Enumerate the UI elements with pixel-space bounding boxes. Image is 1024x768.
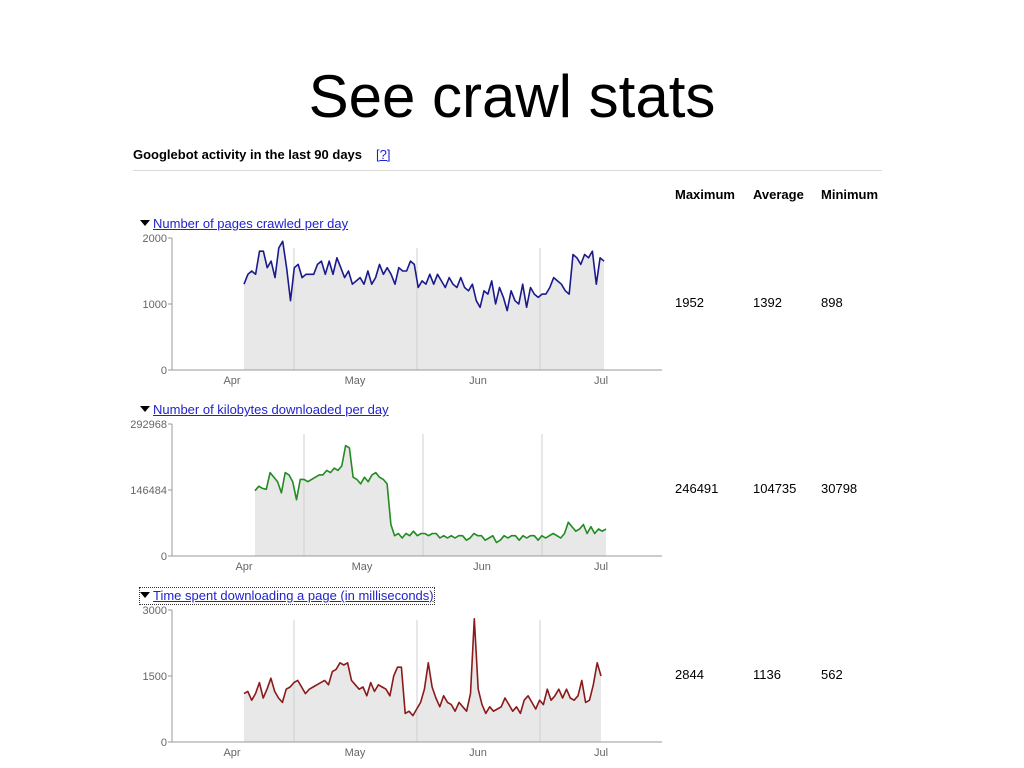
series-line: [243, 240, 605, 312]
chart-toggle-download-time[interactable]: Time spent downloading a page (in millis…: [139, 587, 435, 605]
x-tick-label: Jun: [469, 747, 487, 759]
y-tick-label: 292968: [130, 419, 167, 431]
pages-crawled-chart: 2000 1000 0 Apr May Jun Jul: [143, 233, 662, 387]
chart-toggle-pages-crawled[interactable]: Number of pages crawled per day: [140, 216, 348, 232]
stat-average: 1136: [753, 667, 781, 682]
y-tick-label: 0: [161, 365, 167, 377]
x-tick-label: Apr: [223, 747, 240, 759]
chart-label[interactable]: Number of pages crawled per day: [153, 216, 349, 231]
chart-label[interactable]: Time spent downloading a page (in millis…: [153, 588, 434, 603]
x-tick-label: Jun: [469, 375, 487, 387]
stat-minimum: 30798: [821, 481, 858, 496]
y-tick-label: 1000: [143, 299, 167, 311]
y-tick-label: 3000: [143, 605, 167, 617]
stat-minimum: 898: [821, 295, 843, 310]
series-area: [255, 445, 606, 556]
panel-title: Googlebot activity in the last 90 days: [133, 147, 363, 162]
y-tick-label: 0: [161, 737, 167, 749]
column-header-minimum: Minimum: [821, 187, 879, 202]
x-tick-label: Jun: [473, 561, 491, 573]
x-tick-label: May: [345, 375, 366, 387]
series-line: [243, 618, 602, 717]
y-tick-label: 1500: [143, 671, 167, 683]
collapse-triangle-icon[interactable]: [140, 406, 150, 412]
column-header-average: Average: [753, 187, 804, 202]
series-line: [254, 444, 607, 544]
y-tick-label: 0: [161, 551, 167, 563]
chart-label[interactable]: Number of kilobytes downloaded per day: [153, 402, 389, 417]
column-header-maximum: Maximum: [675, 187, 735, 202]
help-link[interactable]: [?]: [376, 147, 391, 162]
panel-header: Googlebot activity in the last 90 days [?…: [133, 146, 882, 171]
x-tick-label: Apr: [223, 375, 240, 387]
slide-title: See crawl stats: [308, 63, 716, 130]
kilobytes-downloaded-chart: 292968 146484 0 Apr May Jun Jul: [130, 419, 662, 573]
x-tick-label: Jul: [594, 561, 608, 573]
x-tick-label: Jul: [594, 747, 608, 759]
stat-average: 104735: [753, 481, 797, 496]
download-time-chart: 3000 1500 0 Apr May Jun Jul: [143, 605, 662, 759]
series-area: [244, 618, 601, 742]
x-tick-label: Apr: [235, 561, 252, 573]
collapse-triangle-icon[interactable]: [140, 220, 150, 226]
x-tick-label: Jul: [594, 375, 608, 387]
stat-maximum: 2844: [675, 667, 704, 682]
stat-maximum: 1952: [675, 295, 704, 310]
series-area: [244, 241, 604, 370]
stat-average: 1392: [753, 295, 782, 310]
y-tick-label: 2000: [143, 233, 167, 245]
x-tick-label: May: [345, 747, 366, 759]
stat-minimum: 562: [821, 667, 843, 682]
collapse-triangle-icon[interactable]: [140, 592, 150, 598]
chart-toggle-kilobytes-downloaded[interactable]: Number of kilobytes downloaded per day: [140, 402, 389, 418]
y-tick-label: 146484: [130, 485, 167, 497]
x-tick-label: May: [352, 561, 373, 573]
stat-maximum: 246491: [675, 481, 719, 496]
